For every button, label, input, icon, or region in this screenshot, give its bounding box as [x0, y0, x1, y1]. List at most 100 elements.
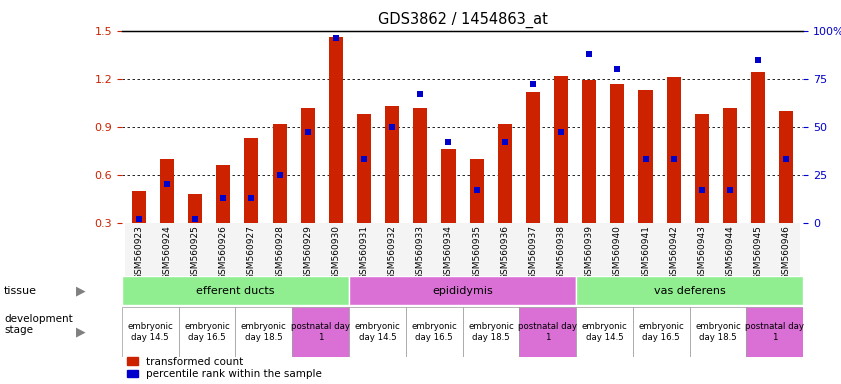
Bar: [405, 307, 463, 357]
Text: postnatal day
1: postnatal day 1: [745, 323, 804, 342]
Bar: [747, 307, 803, 357]
Bar: [463, 307, 519, 357]
Text: GSM560928: GSM560928: [275, 225, 284, 280]
Bar: [667, 77, 680, 223]
Bar: [490, 223, 519, 276]
Text: development
stage: development stage: [4, 314, 73, 335]
Bar: [498, 124, 512, 223]
Text: GSM560938: GSM560938: [557, 225, 565, 280]
Text: GSM560944: GSM560944: [726, 225, 734, 280]
Text: embryonic
day 16.5: embryonic day 16.5: [411, 323, 457, 342]
Bar: [435, 223, 463, 276]
Text: GSM560946: GSM560946: [782, 225, 791, 280]
Bar: [582, 80, 596, 223]
Bar: [576, 276, 803, 305]
Bar: [751, 72, 765, 223]
Text: GSM560937: GSM560937: [528, 225, 537, 280]
Bar: [293, 307, 349, 357]
Text: embryonic
day 14.5: embryonic day 14.5: [582, 323, 627, 342]
Point: [329, 35, 342, 41]
Text: GSM560926: GSM560926: [219, 225, 228, 280]
Bar: [188, 194, 202, 223]
Text: tissue: tissue: [4, 286, 37, 296]
Bar: [181, 223, 209, 276]
Text: ▶: ▶: [76, 285, 85, 297]
Text: GSM560925: GSM560925: [191, 225, 199, 280]
Bar: [576, 307, 633, 357]
Text: GSM560936: GSM560936: [500, 225, 510, 280]
Text: GDS3862 / 1454863_at: GDS3862 / 1454863_at: [378, 12, 547, 28]
Point: [583, 51, 596, 57]
Bar: [442, 149, 456, 223]
Bar: [463, 223, 490, 276]
Bar: [349, 276, 576, 305]
Bar: [237, 223, 266, 276]
Bar: [235, 307, 293, 357]
Text: ▶: ▶: [76, 326, 85, 339]
Bar: [469, 159, 484, 223]
Bar: [695, 114, 709, 223]
Text: GSM560935: GSM560935: [472, 225, 481, 280]
Point: [414, 91, 427, 97]
Bar: [209, 223, 237, 276]
Text: GSM560933: GSM560933: [415, 225, 425, 280]
Point: [470, 187, 484, 193]
Bar: [632, 307, 690, 357]
Text: embryonic
day 16.5: embryonic day 16.5: [638, 323, 684, 342]
Text: GSM560942: GSM560942: [669, 225, 678, 280]
Text: postnatal day
1: postnatal day 1: [291, 323, 350, 342]
Bar: [378, 223, 406, 276]
Point: [357, 156, 371, 162]
Bar: [659, 223, 688, 276]
Bar: [780, 111, 793, 223]
Bar: [554, 76, 569, 223]
Bar: [122, 307, 178, 357]
Point: [667, 156, 680, 162]
Bar: [688, 223, 716, 276]
Text: GSM560941: GSM560941: [641, 225, 650, 280]
Text: GSM560943: GSM560943: [697, 225, 706, 280]
Text: GSM560932: GSM560932: [388, 225, 397, 280]
Bar: [132, 191, 145, 223]
Bar: [294, 223, 322, 276]
Text: GSM560924: GSM560924: [162, 225, 172, 280]
Point: [498, 139, 511, 145]
Bar: [350, 223, 378, 276]
Bar: [160, 159, 174, 223]
Text: GSM560945: GSM560945: [754, 225, 763, 280]
Point: [723, 187, 737, 193]
Text: GSM560923: GSM560923: [135, 225, 143, 280]
Bar: [178, 307, 235, 357]
Bar: [632, 223, 659, 276]
Bar: [122, 276, 349, 305]
Bar: [519, 307, 576, 357]
Bar: [357, 114, 371, 223]
Bar: [547, 223, 575, 276]
Bar: [406, 223, 435, 276]
Point: [301, 129, 315, 136]
Bar: [716, 223, 744, 276]
Point: [751, 56, 764, 63]
Point: [526, 81, 540, 88]
Text: epididymis: epididymis: [432, 286, 493, 296]
Text: embryonic
day 18.5: embryonic day 18.5: [241, 323, 287, 342]
Text: GSM560931: GSM560931: [360, 225, 368, 280]
Point: [272, 172, 286, 178]
Text: GSM560939: GSM560939: [584, 225, 594, 280]
Point: [132, 216, 145, 222]
Bar: [272, 124, 287, 223]
Bar: [744, 223, 772, 276]
Bar: [266, 223, 294, 276]
Point: [385, 124, 399, 130]
Text: efferent ducts: efferent ducts: [196, 286, 275, 296]
Bar: [519, 223, 547, 276]
Point: [611, 66, 624, 72]
Text: postnatal day
1: postnatal day 1: [518, 323, 577, 342]
Bar: [638, 90, 653, 223]
Bar: [413, 108, 427, 223]
Bar: [301, 108, 315, 223]
Text: GSM560940: GSM560940: [613, 225, 621, 280]
Bar: [603, 223, 632, 276]
Bar: [723, 108, 737, 223]
Bar: [772, 223, 801, 276]
